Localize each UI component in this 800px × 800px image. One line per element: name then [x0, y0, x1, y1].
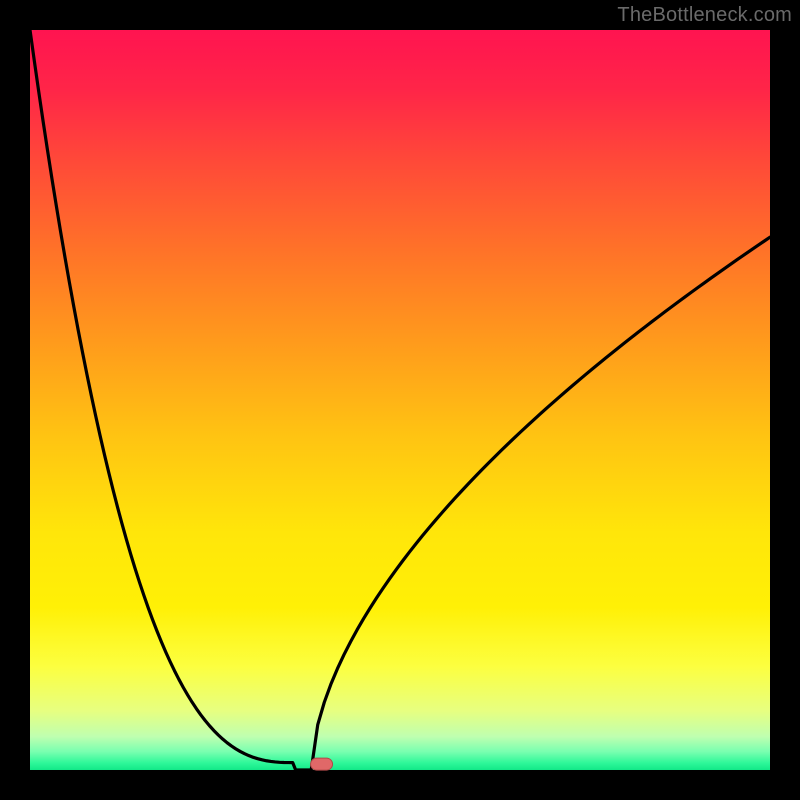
chart-gradient-bg	[30, 30, 770, 770]
bottleneck-curve-chart	[0, 0, 800, 800]
optimum-marker	[311, 758, 333, 770]
watermark-text: TheBottleneck.com	[617, 4, 792, 27]
chart-container: TheBottleneck.com	[0, 0, 800, 800]
